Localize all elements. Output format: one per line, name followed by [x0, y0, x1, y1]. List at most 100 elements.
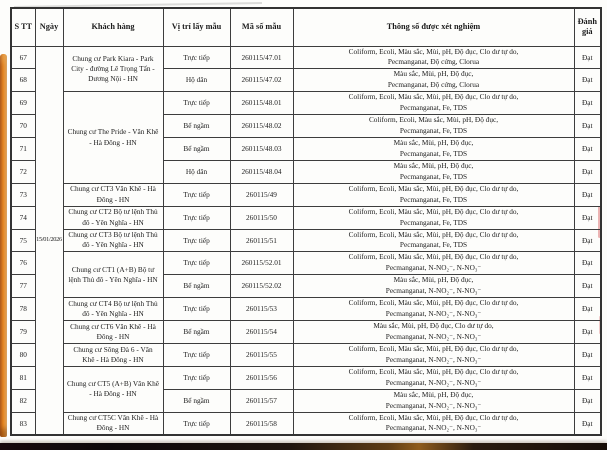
cell-stt: 68	[10, 68, 36, 93]
params-line: Pecmanganat, Fe, TDS	[399, 103, 468, 113]
params-line: Pecmanganat, Fe, TDS	[399, 148, 468, 158]
params-line: Coliform, Ecoli, Màu sắc, Mùi, pH, Độ đụ…	[348, 46, 519, 56]
header-position: Vị trí lấy mẫu	[162, 7, 231, 47]
params-line: Pecmanganat, N-NO₂⁻, N-NO₃⁻	[385, 423, 482, 433]
table-row: 78 Chung cư CT4 Bộ tư lệnh Thủ đô - Yên N…	[10, 297, 602, 321]
cell-params: Coliform, Ecoli, Màu sắc, Mùi, pH, Độ đụ…	[292, 365, 575, 390]
cell-code: 260115/48.02	[229, 114, 294, 138]
cell-code: 260115/48.01	[229, 91, 294, 116]
test-results-table: S TT Ngày Khách hàng Vị trí lấy mẫu Mã s…	[10, 7, 602, 437]
params-line: Pecmanganat, Độ cứng, Clorua	[387, 80, 480, 90]
cell-result: Đạt	[573, 68, 602, 93]
params-line: Coliform, Ecoli, Màu sắc, Mùi, pH, Độ đụ…	[348, 92, 519, 102]
table-body: 67 15/01/2026 Chung cư Park Kiara - Park C…	[10, 45, 602, 436]
params-line: Coliform, Ecoli, Màu sắc, Mùi, pH, Độ đụ…	[368, 115, 499, 125]
cell-stt: 80	[10, 342, 36, 367]
cell-code: 260115/52.01	[229, 251, 294, 276]
cell-position: Bể ngầm	[162, 320, 231, 344]
params-line: Màu sắc, Mùi, pH, Độ đục,	[393, 138, 474, 147]
cell-stt: 72	[10, 159, 36, 184]
params-line: Coliform, Ecoli, Màu sắc, Mùi, pH, Độ đụ…	[348, 366, 519, 376]
cell-params: Coliform, Ecoli, Màu sắc, Mùi, pH, Độ đụ…	[292, 251, 575, 276]
params-line: Pecmanganat, Fe, TDS	[399, 240, 468, 250]
cell-stt: 71	[10, 137, 36, 161]
cell-code: 260115/47.01	[229, 45, 294, 70]
params-line: Màu sắc, Mùi, pH, Độ đục, Clo dư tự do,	[373, 321, 494, 330]
cell-position: Trực tiếp	[162, 365, 231, 390]
cell-result: Đạt	[573, 342, 602, 367]
cell-stt: 81	[10, 365, 36, 390]
cell-stt: 73	[10, 182, 36, 207]
cell-position: Trực tiếp	[162, 205, 231, 230]
params-line: Pecmanganat, Fe, TDS	[399, 194, 468, 204]
cell-params: Màu sắc, Mùi, pH, Độ đục, Pecmanganat, Độ…	[292, 68, 575, 93]
params-line: Pecmanganat, N-NO₂⁻, N-NO₃⁻	[385, 309, 482, 319]
cell-code: 260115/56	[229, 365, 294, 390]
cell-customer: Chung cư CT3 Bộ tư lệnh Thủ đô - Yên Ngh…	[62, 228, 164, 253]
table-row: 79 Chung cư CT6 Văn Khê - Hà Đông - HN Bể …	[10, 320, 602, 344]
params-line: Coliform, Ecoli, Màu sắc, Mùi, pH, Độ đụ…	[348, 412, 519, 422]
cell-stt: 67	[10, 45, 36, 70]
table-row: 81 Chung cư CT5 (A+B) Văn Khê - Hà Đông -…	[10, 365, 602, 413]
cell-customer: Chung cư CT1 (A+B) Bộ tư lệnh Thủ đô - Y…	[62, 251, 164, 299]
cell-code: 260115/57	[229, 388, 294, 413]
params-line: Pecmanganat, N-NO₂⁻, N-NO₃⁻	[385, 263, 482, 273]
cell-customer: Chung cư CT5 (A+B) Văn Khê - Hà Đông - H…	[62, 365, 164, 413]
params-line: Pecmanganat, N-NO₂⁻, N-NO₃⁻	[385, 286, 482, 296]
params-line: Pecmanganat, Độ cứng, Clorua	[387, 57, 480, 67]
params-line: Màu sắc, Mùi, pH, Độ đục,	[393, 389, 474, 399]
cell-result: Đạt	[573, 251, 602, 276]
params-line: Màu sắc, Mùi, pH, Độ đục,	[393, 160, 474, 170]
cell-result: Đạt	[573, 274, 602, 299]
cell-stt: 70	[10, 114, 36, 138]
table-row: 67 15/01/2026 Chung cư Park Kiara - Park C…	[10, 45, 602, 436]
cell-result: Đạt	[573, 205, 602, 230]
params-line: Coliform, Ecoli, Màu sắc, Mùi, pH, Độ đụ…	[348, 298, 519, 308]
cell-params: Coliform, Ecoli, Màu sắc, Mùi, pH, Độ đụ…	[292, 205, 575, 230]
cell-code: 260115/52.02	[229, 274, 294, 299]
table-row: 72 Hộ dân 260115/48.04 Màu sắc, Mùi, pH, Độ…	[10, 159, 602, 184]
table-row: 77 Bể ngầm 260115/52.02 Màu sắc, Mùi, pH, Đ…	[10, 274, 602, 299]
params-line: Pecmanganat, Fe, TDS	[399, 171, 468, 181]
orange-edge-strip	[0, 54, 7, 437]
cell-params: Coliform, Ecoli, Màu sắc, Mùi, pH, Độ đụ…	[292, 228, 575, 253]
table-row: 80 Chung cư Sông Đà 6 - Văn Khê - Hà Đông…	[10, 342, 602, 367]
table-row: 76 Chung cư CT1 (A+B) Bộ tư lệnh Thủ đô -…	[10, 251, 602, 299]
params-line: Pecmanganat, Fe, TDS	[399, 126, 468, 136]
params-line: Pecmanganat, N-NO₂⁻, N-NO₃⁻	[385, 400, 482, 410]
cell-result: Đạt	[573, 114, 602, 138]
cell-stt: 76	[10, 251, 36, 276]
cell-code: 260115/47.02	[229, 68, 294, 93]
cell-params: Màu sắc, Mùi, pH, Độ đục, Pecmanganat, N-…	[292, 274, 575, 299]
header-result: Đánh giá	[573, 7, 602, 47]
cell-params: Coliform, Ecoli, Màu sắc, Mùi, pH, Độ đụ…	[292, 114, 575, 138]
cell-position: Bể ngầm	[162, 114, 231, 138]
cell-params: Coliform, Ecoli, Màu sắc, Mùi, pH, Độ đụ…	[292, 297, 575, 321]
cell-position: Trực tiếp	[162, 182, 231, 207]
cell-code: 260115/50	[229, 205, 294, 230]
header-row: S TT Ngày Khách hàng Vị trí lấy mẫu Mã s…	[10, 7, 602, 47]
params-line: Coliform, Ecoli, Màu sắc, Mùi, pH, Độ đụ…	[348, 206, 519, 216]
params-line: Pecmanganat, N-NO₂⁻, N-NO₃⁻	[385, 354, 482, 364]
cell-params: Màu sắc, Mùi, pH, Độ đục, Clo dư tự do, P…	[292, 320, 575, 344]
cell-result: Đạt	[573, 91, 602, 116]
params-line: Coliform, Ecoli, Màu sắc, Mùi, pH, Độ đụ…	[348, 343, 519, 353]
header-stt: S TT	[10, 7, 36, 47]
params-line: Coliform, Ecoli, Màu sắc, Mùi, pH, Độ đụ…	[348, 252, 519, 262]
cell-code: 260115/53	[229, 297, 294, 321]
cell-customer: Chung cư CT4 Bộ tư lệnh Thủ đô - Yên Ngh…	[62, 297, 164, 321]
header-date: Ngày	[34, 7, 64, 47]
header-params: Thông số được xét nghiệm	[292, 7, 575, 47]
cell-code: 260115/55	[229, 342, 294, 367]
cell-code: 260115/49	[229, 182, 294, 207]
table-row: 69 Chung cư The Pride - Văn Khê - Hà Đông…	[10, 91, 602, 184]
cell-customer: Chung cư CT2 Bộ tư lệnh Thủ đô - Yên Ngh…	[62, 205, 164, 230]
params-line: Màu sắc, Mùi, pH, Độ đục,	[393, 275, 474, 285]
cell-params: Coliform, Ecoli, Màu sắc, Mùi, pH, Độ đụ…	[292, 182, 575, 207]
cell-result: Đạt	[573, 297, 602, 321]
cell-params: Màu sắc, Mùi, pH, Độ đục, Pecmanganat, Fe…	[292, 137, 575, 161]
cell-position: Trực tiếp	[162, 297, 231, 321]
cell-code: 260115/48.03	[229, 137, 294, 161]
params-line: Pecmanganat, N-NO₂⁻, N-NO₃⁻	[385, 377, 482, 387]
